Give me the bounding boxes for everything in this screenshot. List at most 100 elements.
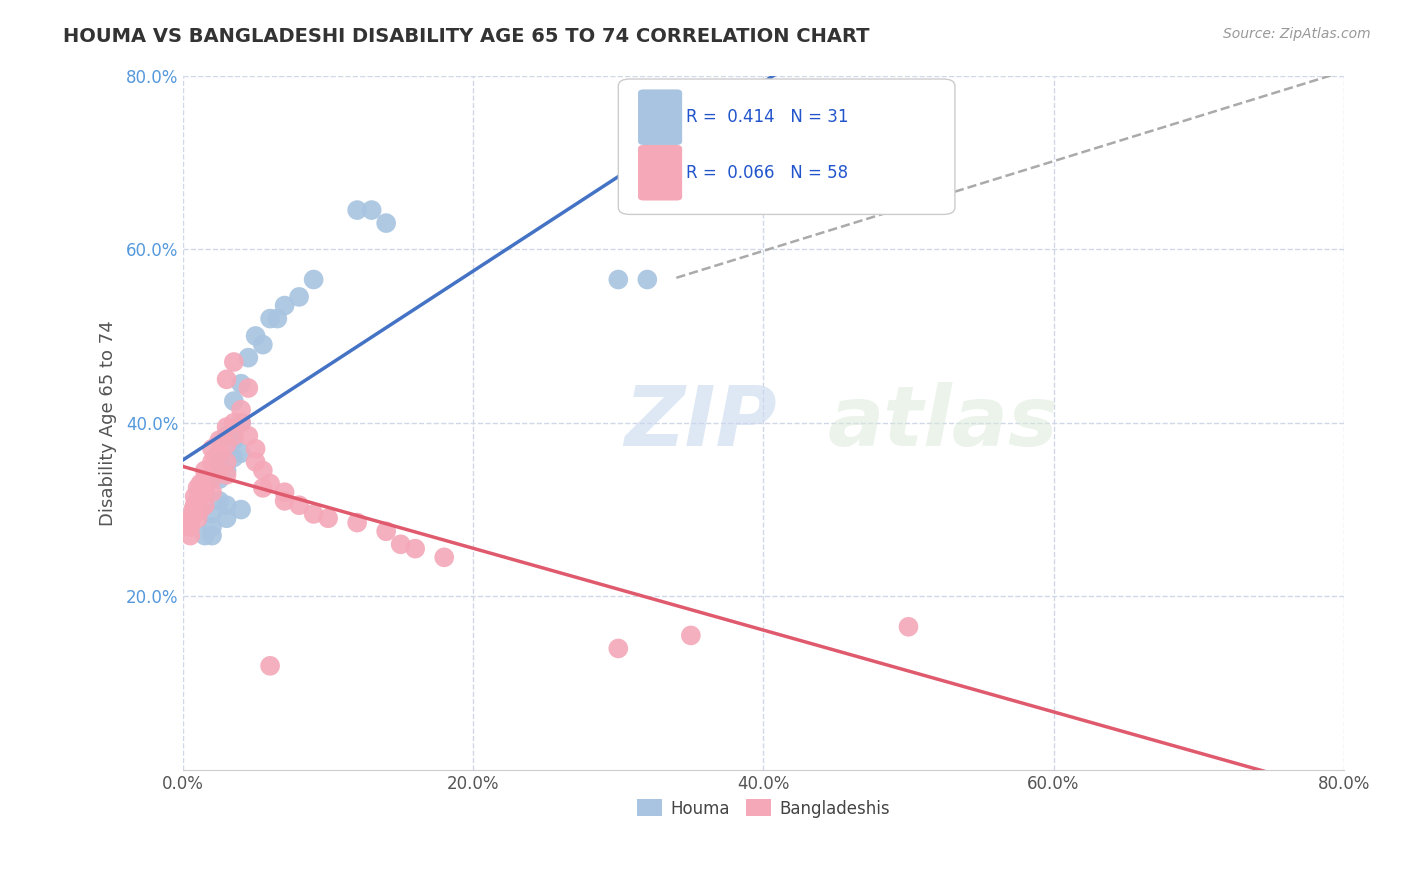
- Point: [201, 507, 224, 521]
- Point: [897, 620, 920, 634]
- Point: [229, 416, 252, 430]
- Point: [208, 472, 231, 486]
- Point: [238, 351, 260, 365]
- Point: [238, 381, 260, 395]
- Point: [229, 376, 252, 391]
- Point: [273, 299, 295, 313]
- Point: [215, 437, 238, 451]
- Point: [229, 416, 252, 430]
- Point: [208, 463, 231, 477]
- Point: [252, 481, 274, 495]
- Point: [187, 494, 209, 508]
- Point: [201, 520, 224, 534]
- Point: [222, 416, 245, 430]
- Point: [404, 541, 426, 556]
- Point: [252, 463, 274, 477]
- Point: [183, 498, 205, 512]
- Legend: Houma, Bangladeshis: Houma, Bangladeshis: [630, 793, 897, 824]
- Point: [245, 329, 267, 343]
- Point: [636, 272, 658, 286]
- FancyBboxPatch shape: [638, 89, 682, 145]
- Point: [187, 511, 209, 525]
- Point: [194, 485, 217, 500]
- Point: [229, 446, 252, 460]
- Point: [181, 502, 204, 516]
- Point: [679, 628, 702, 642]
- Y-axis label: Disability Age 65 to 74: Disability Age 65 to 74: [100, 320, 117, 525]
- Point: [181, 507, 204, 521]
- Point: [288, 498, 311, 512]
- Point: [201, 485, 224, 500]
- Point: [375, 524, 398, 539]
- Point: [183, 507, 205, 521]
- Text: R =  0.066   N = 58: R = 0.066 N = 58: [686, 164, 848, 182]
- Point: [215, 498, 238, 512]
- Point: [259, 311, 281, 326]
- Point: [222, 394, 245, 409]
- Point: [433, 550, 456, 565]
- Point: [215, 420, 238, 434]
- Point: [204, 450, 226, 465]
- Point: [215, 467, 238, 482]
- Point: [201, 442, 224, 456]
- Point: [288, 290, 311, 304]
- Point: [302, 272, 325, 286]
- Point: [215, 511, 238, 525]
- Point: [222, 429, 245, 443]
- Point: [229, 402, 252, 417]
- Point: [204, 463, 226, 477]
- Point: [194, 528, 217, 542]
- Point: [215, 463, 238, 477]
- Point: [259, 476, 281, 491]
- Point: [222, 433, 245, 447]
- Point: [245, 455, 267, 469]
- Point: [238, 429, 260, 443]
- Point: [190, 502, 212, 516]
- Text: Source: ZipAtlas.com: Source: ZipAtlas.com: [1223, 27, 1371, 41]
- Point: [208, 433, 231, 447]
- Text: ZIP: ZIP: [624, 383, 776, 463]
- Point: [179, 528, 201, 542]
- Point: [375, 216, 398, 230]
- Point: [273, 485, 295, 500]
- Point: [273, 494, 295, 508]
- Point: [360, 203, 382, 218]
- FancyBboxPatch shape: [619, 79, 955, 214]
- Point: [607, 641, 630, 656]
- Point: [179, 511, 201, 525]
- Point: [201, 455, 224, 469]
- Point: [215, 372, 238, 386]
- Point: [208, 455, 231, 469]
- Point: [389, 537, 412, 551]
- Point: [259, 658, 281, 673]
- Point: [208, 446, 231, 460]
- Point: [201, 528, 224, 542]
- Point: [222, 450, 245, 465]
- Point: [201, 472, 224, 486]
- Point: [252, 337, 274, 351]
- Point: [302, 507, 325, 521]
- Point: [215, 455, 238, 469]
- Point: [266, 311, 288, 326]
- Point: [229, 502, 252, 516]
- Point: [215, 429, 238, 443]
- Point: [194, 498, 217, 512]
- Text: HOUMA VS BANGLADESHI DISABILITY AGE 65 TO 74 CORRELATION CHART: HOUMA VS BANGLADESHI DISABILITY AGE 65 T…: [63, 27, 870, 45]
- Point: [222, 355, 245, 369]
- Point: [183, 490, 205, 504]
- Point: [190, 490, 212, 504]
- Point: [190, 476, 212, 491]
- Point: [194, 472, 217, 486]
- Point: [187, 481, 209, 495]
- Point: [316, 511, 339, 525]
- Point: [346, 203, 368, 218]
- Point: [208, 494, 231, 508]
- Point: [245, 442, 267, 456]
- FancyBboxPatch shape: [638, 145, 682, 201]
- Text: atlas: atlas: [827, 383, 1057, 463]
- Point: [194, 463, 217, 477]
- Point: [346, 516, 368, 530]
- Point: [607, 272, 630, 286]
- Text: R =  0.414   N = 31: R = 0.414 N = 31: [686, 108, 848, 126]
- Point: [179, 520, 201, 534]
